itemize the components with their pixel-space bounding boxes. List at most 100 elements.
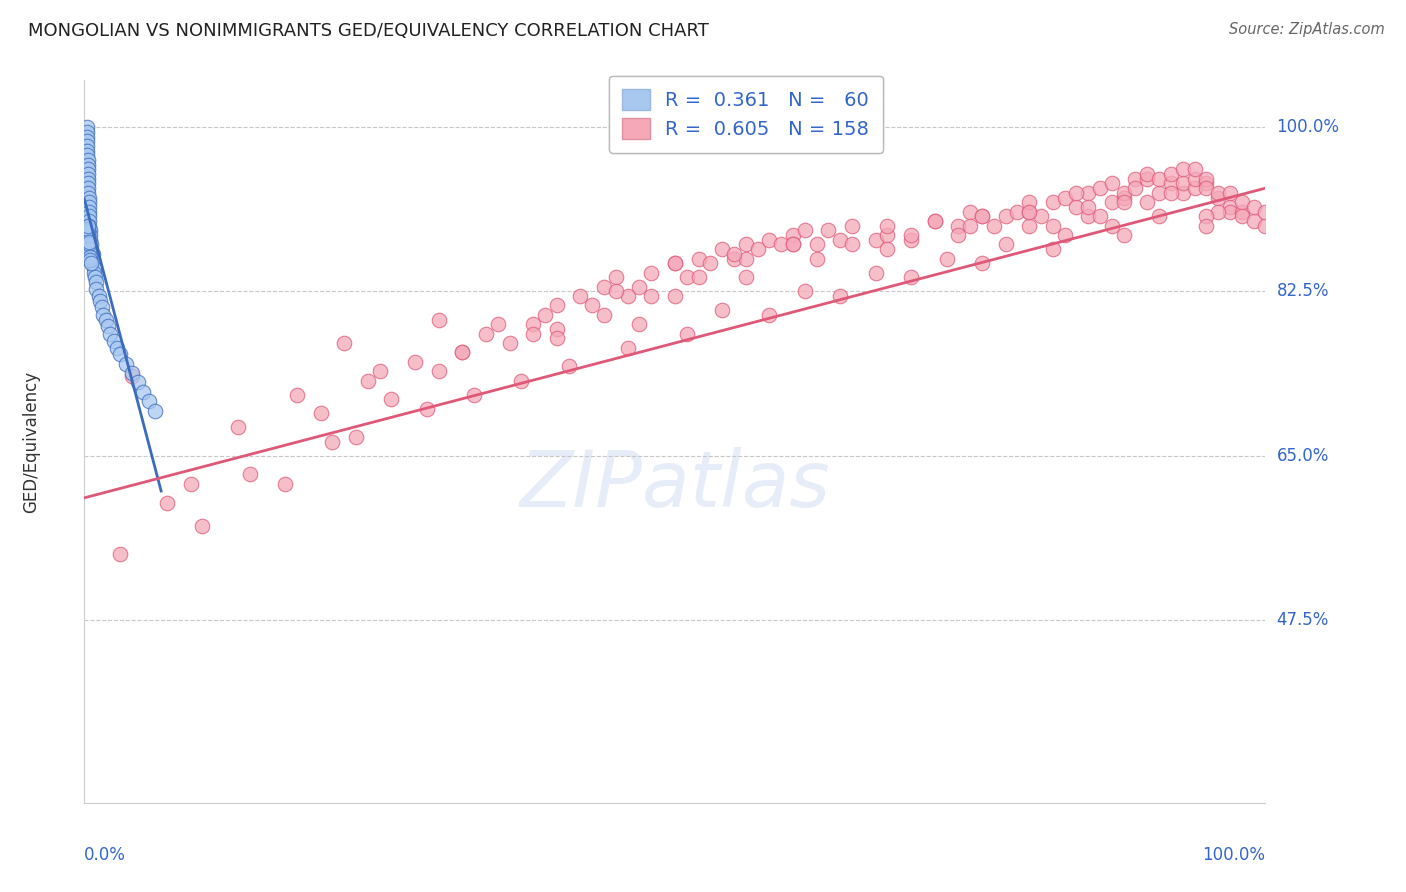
Point: [103, 334, 125, 348]
Point: [569, 289, 592, 303]
Point: [817, 223, 839, 237]
Point: [97, 319, 120, 334]
Point: [970, 210, 993, 224]
Point: [1101, 195, 1123, 210]
Point: [734, 237, 756, 252]
Point: [132, 384, 155, 399]
Point: [948, 228, 970, 243]
Point: [758, 308, 780, 322]
Point: [76, 129, 98, 144]
Point: [76, 148, 98, 162]
Point: [1171, 177, 1194, 191]
Point: [830, 289, 852, 303]
Point: [970, 256, 993, 270]
Point: [876, 242, 898, 256]
Point: [994, 210, 1017, 224]
Text: 47.5%: 47.5%: [1277, 611, 1329, 629]
Point: [274, 476, 297, 491]
Point: [77, 221, 100, 235]
Point: [77, 210, 100, 224]
Point: [76, 120, 98, 135]
Point: [285, 387, 308, 401]
Point: [143, 403, 166, 417]
Point: [675, 326, 697, 341]
Point: [77, 237, 100, 252]
Point: [1230, 210, 1253, 224]
Point: [1125, 171, 1147, 186]
Point: [510, 374, 533, 388]
Point: [427, 364, 450, 378]
Text: 82.5%: 82.5%: [1277, 283, 1329, 301]
Point: [782, 237, 804, 252]
Point: [1195, 177, 1218, 191]
Point: [77, 235, 100, 249]
Point: [557, 359, 579, 374]
Point: [1018, 204, 1040, 219]
Text: 0.0%: 0.0%: [84, 847, 127, 864]
Point: [1195, 219, 1218, 233]
Point: [734, 252, 756, 266]
Point: [79, 253, 101, 268]
Point: [76, 139, 98, 153]
Point: [640, 289, 662, 303]
Point: [475, 326, 498, 341]
Point: [876, 228, 898, 243]
Point: [747, 242, 769, 256]
Point: [451, 345, 474, 359]
Point: [1206, 204, 1229, 219]
Point: [522, 326, 544, 341]
Point: [84, 275, 107, 289]
Point: [593, 308, 616, 322]
Point: [1206, 186, 1229, 200]
Point: [806, 237, 828, 252]
Point: [1101, 177, 1123, 191]
Point: [970, 210, 993, 224]
Point: [79, 228, 101, 243]
Point: [83, 260, 105, 275]
Point: [994, 237, 1017, 252]
Point: [77, 153, 100, 167]
Point: [1147, 171, 1170, 186]
Point: [1018, 204, 1040, 219]
Point: [76, 134, 98, 148]
Point: [1243, 214, 1265, 228]
Point: [865, 266, 887, 280]
Point: [1007, 204, 1029, 219]
Point: [1053, 190, 1076, 204]
Point: [1136, 171, 1159, 186]
Point: [77, 186, 100, 200]
Point: [782, 228, 804, 243]
Point: [344, 430, 367, 444]
Text: GED/Equivalency: GED/Equivalency: [22, 370, 41, 513]
Point: [983, 219, 1005, 233]
Point: [1254, 219, 1277, 233]
Point: [80, 256, 103, 270]
Point: [900, 233, 922, 247]
Point: [1066, 186, 1088, 200]
Point: [427, 312, 450, 326]
Point: [924, 214, 946, 228]
Point: [1206, 190, 1229, 204]
Point: [959, 204, 981, 219]
Point: [1101, 219, 1123, 233]
Text: 65.0%: 65.0%: [1277, 447, 1329, 465]
Point: [688, 270, 710, 285]
Point: [1160, 167, 1182, 181]
Point: [900, 270, 922, 285]
Point: [770, 237, 793, 252]
Point: [1195, 171, 1218, 186]
Point: [79, 250, 101, 264]
Point: [640, 266, 662, 280]
Point: [1077, 200, 1099, 214]
Text: Source: ZipAtlas.com: Source: ZipAtlas.com: [1229, 22, 1385, 37]
Point: [1088, 181, 1111, 195]
Point: [1077, 210, 1099, 224]
Point: [180, 476, 202, 491]
Point: [94, 312, 117, 326]
Point: [121, 366, 143, 380]
Point: [76, 144, 98, 158]
Point: [865, 233, 887, 247]
Point: [1230, 204, 1253, 219]
Point: [664, 256, 686, 270]
Point: [1184, 181, 1206, 195]
